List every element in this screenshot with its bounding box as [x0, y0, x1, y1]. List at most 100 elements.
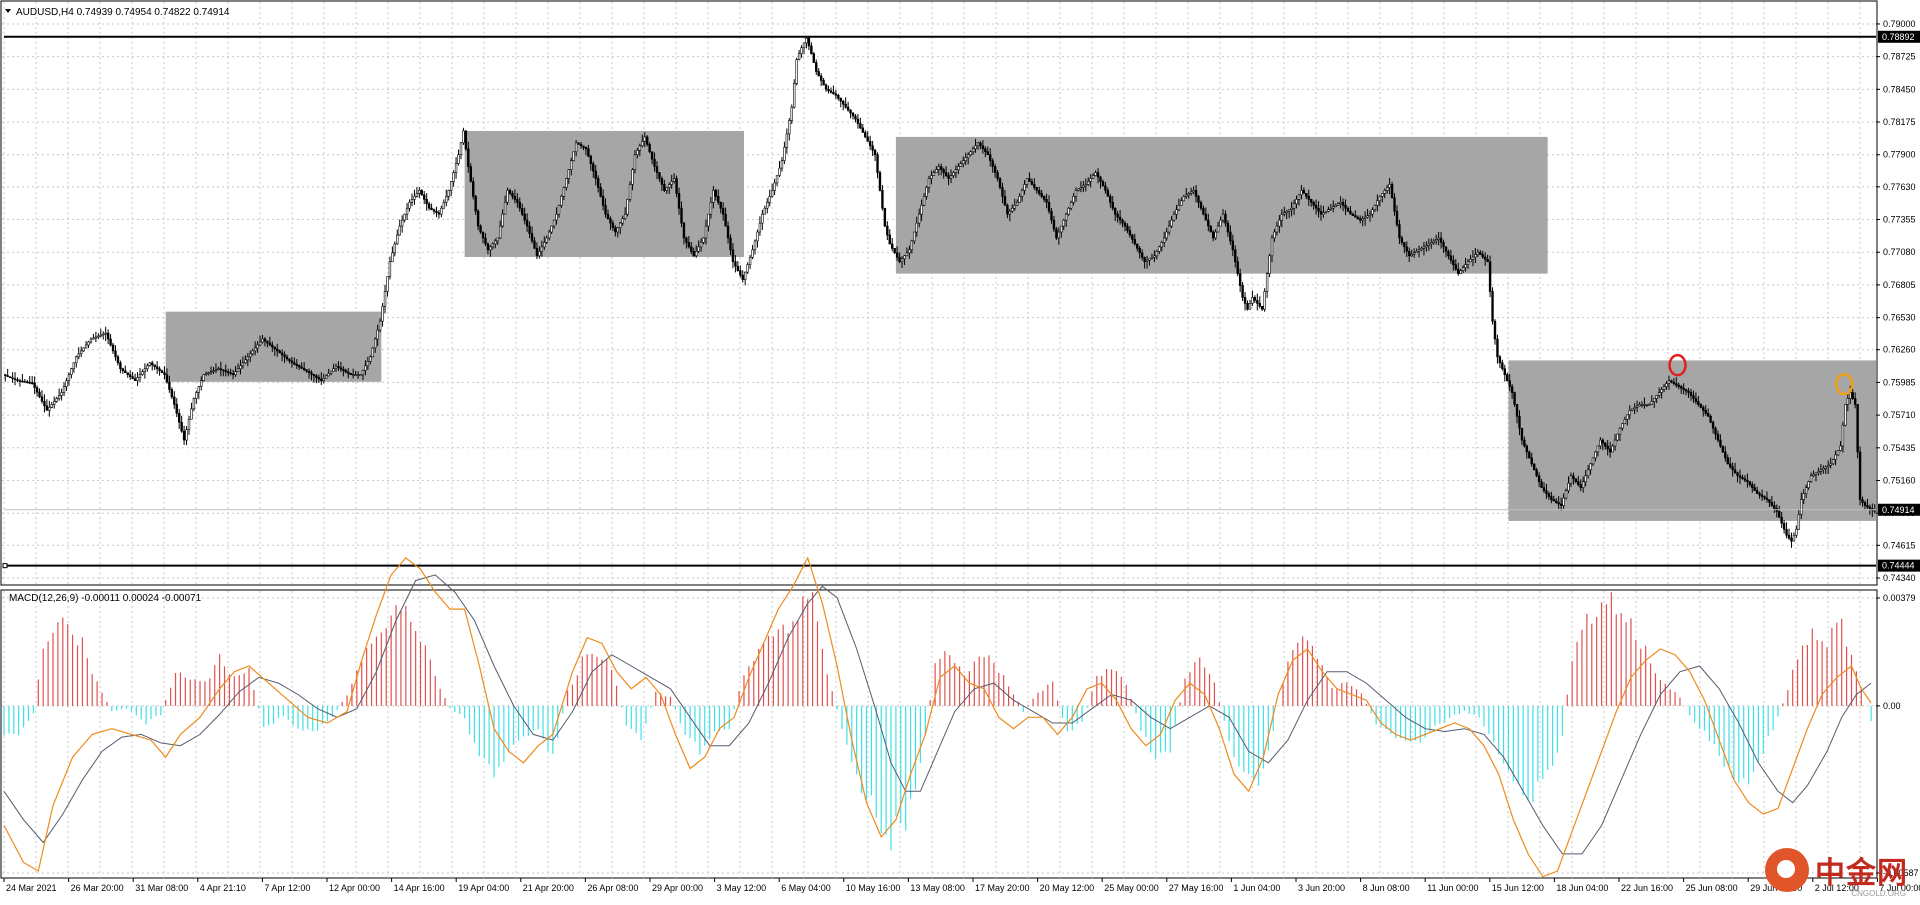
candle-body — [1165, 231, 1168, 239]
candle-body — [1106, 190, 1110, 197]
candle-body — [501, 213, 504, 227]
price-axis-label: 0.78175 — [1883, 117, 1916, 127]
candle-body — [1329, 207, 1333, 211]
candle-body — [1699, 404, 1703, 408]
candle-body — [1736, 472, 1739, 477]
candle-body — [893, 248, 896, 254]
candle-body — [1491, 291, 1494, 322]
candle-body — [128, 374, 132, 377]
candle-body — [1785, 528, 1788, 536]
candle-body — [1295, 199, 1298, 205]
candle-body — [278, 350, 281, 354]
candle-body — [4, 374, 7, 376]
candle-body — [621, 218, 624, 224]
collapse-triangle-icon — [5, 9, 11, 13]
candle-body — [643, 136, 646, 142]
candle-body — [623, 213, 627, 219]
candle-body — [1248, 303, 1252, 310]
candle-body — [594, 170, 597, 179]
candle-body — [371, 347, 374, 358]
candle-body — [1412, 252, 1416, 255]
price-axis-label: 0.77900 — [1883, 150, 1916, 160]
candle-body — [543, 242, 546, 248]
candle-body — [552, 219, 556, 227]
candle-body — [555, 213, 558, 221]
price-axis-label: 0.74615 — [1883, 540, 1916, 550]
candle-body — [746, 264, 749, 273]
candle-body — [1579, 484, 1582, 488]
candle-body — [195, 392, 198, 399]
candle-body — [1834, 454, 1837, 460]
price-tag — [1878, 30, 1920, 43]
candle-body — [481, 231, 485, 239]
candle-body — [797, 53, 801, 60]
candle-body — [717, 196, 720, 203]
candle-body — [1202, 207, 1205, 215]
candle-body — [1729, 463, 1732, 468]
candle-body — [1155, 251, 1159, 257]
macd-panel-frame — [0, 589, 1878, 879]
candle-body — [1079, 187, 1083, 190]
candle-body — [1459, 270, 1462, 274]
candle-body — [219, 368, 223, 371]
candle-body — [1640, 404, 1644, 406]
candle-body — [1493, 320, 1497, 340]
candle-body — [57, 395, 61, 399]
candle-body — [121, 368, 125, 372]
candle-body — [1192, 190, 1195, 193]
candle-body — [1545, 490, 1548, 494]
candle-body — [1160, 242, 1163, 248]
candle-body — [962, 160, 965, 164]
candle-body — [1359, 218, 1362, 221]
candle-body — [751, 249, 754, 258]
candle-body — [1738, 475, 1742, 478]
candle-body — [1778, 511, 1781, 518]
candle-body — [1251, 297, 1254, 304]
candle-body — [1045, 199, 1048, 203]
candle-body — [236, 368, 240, 373]
candle-body — [822, 80, 825, 86]
candle-body — [528, 225, 531, 234]
candle-body — [469, 166, 472, 182]
candle-body — [1856, 404, 1859, 453]
candle-body — [734, 261, 737, 267]
candle-body — [99, 334, 102, 337]
candle-body — [1385, 187, 1389, 191]
candle-body — [464, 130, 468, 150]
price-axis-label: 0.77080 — [1883, 247, 1916, 257]
candle-body — [329, 370, 333, 374]
candle-body — [998, 178, 1002, 188]
candle-body — [1474, 254, 1477, 258]
candle-body — [239, 365, 242, 370]
candle-body — [1618, 427, 1622, 435]
candle-body — [62, 386, 66, 393]
candle-body — [1324, 210, 1328, 213]
candle-body — [1645, 404, 1649, 406]
candle-body — [143, 368, 147, 373]
time-axis-label: 19 Apr 04:00 — [458, 883, 509, 893]
candle-body — [1866, 505, 1869, 508]
candle-body — [1827, 465, 1830, 468]
candle-body — [1836, 450, 1840, 456]
candle-body — [582, 145, 585, 148]
candle-body — [547, 231, 551, 239]
candle-body — [77, 353, 80, 358]
candle-body — [1126, 225, 1129, 231]
candle-body — [714, 190, 718, 197]
candle-body — [102, 333, 105, 336]
candle-body — [347, 371, 350, 374]
candle-body — [741, 274, 744, 280]
candle-body — [903, 255, 906, 260]
candle-body — [763, 207, 767, 215]
candle-body — [829, 90, 833, 93]
candle-body — [589, 155, 593, 164]
candle-body — [1479, 251, 1482, 255]
candle-body — [626, 199, 629, 215]
candle-body — [981, 145, 985, 150]
candle-body — [153, 364, 156, 368]
candle-body — [937, 166, 940, 170]
macd-main-line — [3, 556, 1872, 878]
candle-body — [579, 144, 583, 147]
candle-body — [1212, 231, 1215, 239]
